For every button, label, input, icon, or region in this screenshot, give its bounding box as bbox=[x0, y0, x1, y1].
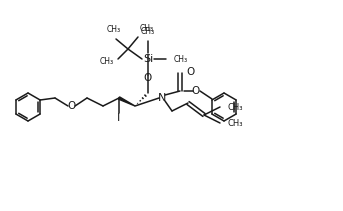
Text: CH₃: CH₃ bbox=[107, 25, 121, 34]
Text: CH₃: CH₃ bbox=[228, 103, 244, 111]
Text: Si: Si bbox=[143, 54, 153, 64]
Text: I: I bbox=[117, 113, 121, 123]
Text: O: O bbox=[186, 67, 194, 77]
Text: CH₃: CH₃ bbox=[140, 24, 154, 33]
Text: CH₃: CH₃ bbox=[100, 57, 114, 65]
Text: CH₃: CH₃ bbox=[228, 119, 244, 127]
Text: N: N bbox=[158, 93, 166, 103]
Text: O: O bbox=[192, 86, 200, 96]
Text: O: O bbox=[144, 73, 152, 83]
Polygon shape bbox=[118, 97, 135, 106]
Text: CH₃: CH₃ bbox=[141, 27, 155, 36]
Text: O: O bbox=[67, 101, 75, 111]
Text: CH₃: CH₃ bbox=[174, 54, 188, 64]
